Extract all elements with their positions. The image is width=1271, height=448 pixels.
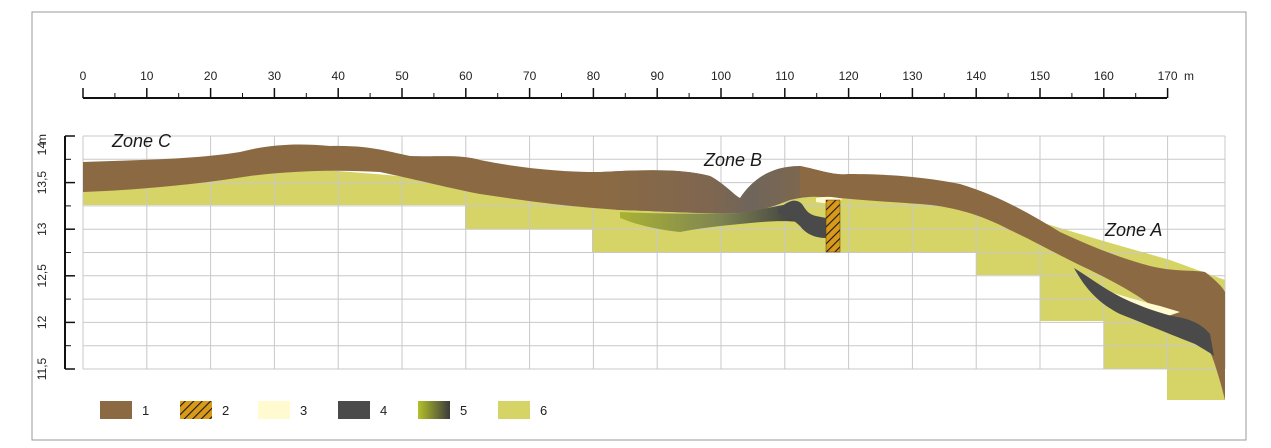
legend-swatch-4 — [338, 401, 370, 419]
soil-layer-east — [800, 166, 1225, 400]
soil-layer-west — [83, 144, 740, 214]
scale-tick-label: 90 — [651, 69, 665, 83]
legend-swatch-1 — [100, 401, 132, 419]
excavation-unit-shape — [83, 168, 1225, 400]
layer-4-deposit-zone-a — [1074, 268, 1214, 356]
scale-tick-label: 170 — [1158, 69, 1178, 83]
legend-label-4: 4 — [380, 403, 387, 418]
scale-tick-label: 30 — [268, 69, 282, 83]
scale-tick-label: 140 — [966, 69, 986, 83]
scale-tick-label: 70 — [523, 69, 537, 83]
elevation-tick-label: 11,5 — [35, 357, 49, 380]
scale-tick-label: 40 — [332, 69, 346, 83]
zone-a-label: Zone A — [1104, 220, 1162, 240]
zone-b-label: Zone B — [703, 150, 762, 170]
scale-tick-label: 80 — [587, 69, 601, 83]
elevation-tick-label: 12,5 — [35, 264, 49, 288]
scale-tick-label: 20 — [204, 69, 218, 83]
legend-label-5: 5 — [460, 403, 467, 418]
scale-tick-label: 100 — [711, 69, 731, 83]
horizontal-scale-ticks: 0 10 20 30 40 50 60 70 80 90 100 110 120 130 140 150 160… — [80, 69, 1178, 98]
scale-tick-label: 0 — [80, 69, 87, 83]
scale-tick-label: 160 — [1094, 69, 1114, 83]
legend-swatch-5 — [418, 401, 450, 419]
soil-layer-zone-b — [600, 166, 850, 214]
scale-tick-label: 50 — [395, 69, 409, 83]
layer-5-band-zone-b — [620, 204, 800, 232]
zone-c-label: Zone C — [111, 131, 172, 151]
layer-4-deposit-zone-b — [778, 200, 826, 238]
elevation-tick-label: 13,5 — [35, 171, 49, 195]
elevation-tick-label: 14 — [35, 142, 49, 156]
elevation-tick-label: 12 — [35, 315, 49, 329]
scale-tick-label: 130 — [902, 69, 922, 83]
elevation-axis-unit: m — [35, 134, 49, 144]
legend-swatch-3 — [258, 401, 290, 419]
horizontal-scale-unit: m — [1184, 69, 1194, 83]
scale-tick-label: 120 — [839, 69, 859, 83]
legend-label-3: 3 — [300, 403, 307, 418]
legend-label-2: 2 — [222, 403, 229, 418]
elevation-tick-label: 13 — [35, 222, 49, 236]
elevation-axis-ticks: 14 13,5 13 12,5 12 11,5 — [35, 135, 75, 380]
layer-2-hatched-feature — [825, 199, 841, 253]
legend-label-1: 1 — [142, 403, 149, 418]
legend: 1 2 3 4 5 6 — [100, 401, 547, 419]
scale-tick-label: 10 — [140, 69, 154, 83]
legend-swatch-2 — [180, 401, 212, 419]
figure-frame — [31, 11, 1247, 441]
scale-tick-label: 60 — [459, 69, 473, 83]
scale-tick-label: 150 — [1030, 69, 1050, 83]
excavation-units — [83, 168, 1225, 400]
legend-swatch-6 — [498, 401, 530, 419]
scale-tick-label: 110 — [775, 69, 794, 83]
legend-label-6: 6 — [540, 403, 547, 418]
